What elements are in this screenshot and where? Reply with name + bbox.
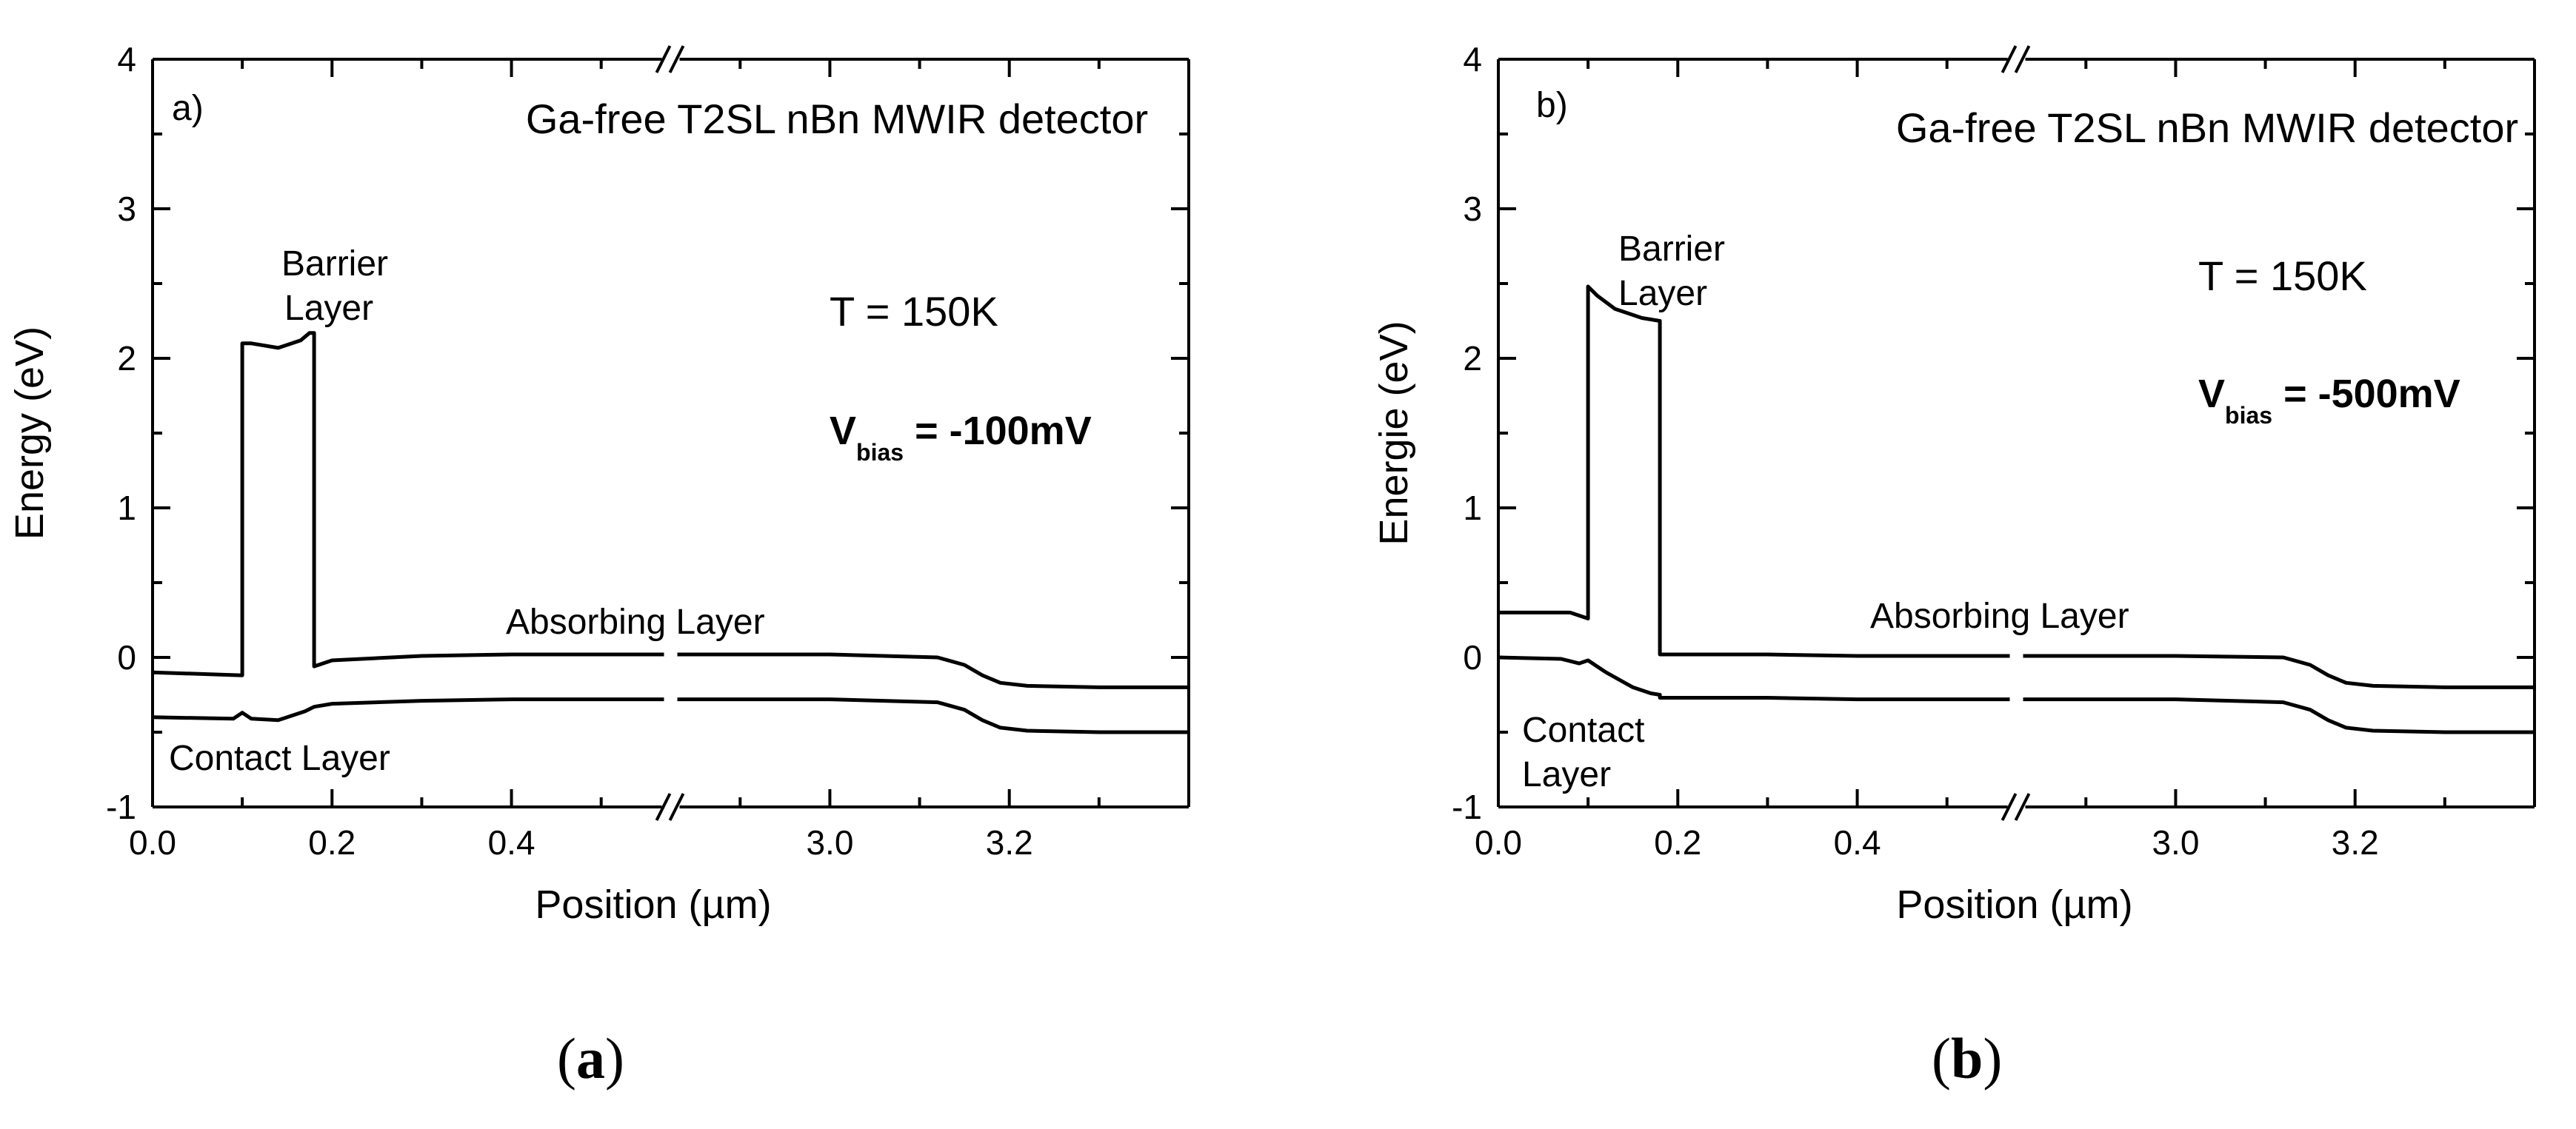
axis-break-mark	[655, 45, 672, 73]
y-axis-label: Energy (eV)	[7, 326, 52, 540]
axis-break-mark	[655, 793, 672, 821]
bias-prefix: V	[830, 409, 856, 453]
bias-subscript: bias	[856, 439, 904, 466]
axis-break-mark	[2014, 793, 2031, 821]
y-tick-label: -1	[1452, 788, 1482, 826]
panel-b: -1 0 1 2 3 4 0.0 0.2 0.4 3.0 3.2 b) Ga-free T2SL nBn…	[1372, 40, 2536, 927]
x-tick-label: 3.0	[806, 823, 853, 862]
contact-layer-label-line1: Contact	[1522, 711, 1644, 750]
y-tick-label: 4	[117, 40, 136, 78]
x-tick-label: 0.0	[129, 823, 176, 862]
y-tick-label: 0	[117, 638, 136, 677]
valence-band-line-left	[1498, 655, 2010, 702]
y-tick-label: -1	[106, 788, 136, 826]
x-axis-label: Position (µm)	[535, 882, 771, 927]
panel-tag: b)	[1536, 86, 1568, 125]
y-tick-label: 2	[117, 339, 136, 378]
caption-a: (a)	[557, 1026, 624, 1091]
x-tick-label: 0.0	[1475, 823, 1522, 862]
barrier-label-line2: Layer	[284, 289, 373, 328]
y-tick-label: 2	[1463, 339, 1482, 378]
panel-tag: a)	[172, 89, 204, 128]
x-tick-label: 0.2	[1654, 823, 1701, 862]
conduction-band-line-right	[2023, 654, 2535, 689]
barrier-label-line2: Layer	[1618, 274, 1707, 313]
chart-title: Ga-free T2SL nBn MWIR detector	[526, 96, 1148, 142]
x-tick-label: 3.0	[2152, 823, 2199, 862]
valence-band-line-right	[677, 697, 1189, 734]
axis-break-mark	[2014, 45, 2031, 73]
absorbing-layer-label: Absorbing Layer	[1870, 597, 2129, 636]
caption-b: (b)	[1932, 1026, 2003, 1091]
x-tick-label: 0.4	[488, 823, 535, 862]
y-axis-label: Energie (eV)	[1372, 321, 1416, 545]
contact-layer-label-line1: Contact Layer	[169, 739, 390, 778]
chart-title: Ga-free T2SL nBn MWIR detector	[1896, 104, 2518, 151]
bias-label: Vbias = -100mV	[830, 409, 1092, 466]
conduction-band-line-left	[1498, 284, 2010, 658]
y-tick-label: 3	[1463, 190, 1482, 228]
y-tick-label: 1	[1463, 489, 1482, 527]
x-axis-label: Position (µm)	[1896, 882, 2132, 927]
temperature-label: T = 150K	[830, 288, 998, 335]
barrier-label-line1: Barrier	[281, 244, 388, 284]
y-tick-label: 4	[1463, 40, 1482, 78]
x-tick-label: 3.2	[2332, 823, 2379, 862]
axis-break-mark	[2001, 45, 2018, 73]
y-tick-label: 1	[117, 489, 136, 527]
absorbing-layer-label: Absorbing Layer	[506, 603, 765, 642]
valence-band-line-right	[2023, 697, 2535, 734]
temperature-label: T = 150K	[2198, 252, 2367, 299]
bias-subscript: bias	[2225, 402, 2272, 429]
axis-break-mark	[2001, 793, 2018, 821]
valence-band-line-left	[152, 697, 664, 723]
x-tick-label: 3.2	[986, 823, 1033, 862]
x-tick-label: 0.2	[308, 823, 356, 862]
y-tick-label: 3	[117, 190, 136, 228]
bias-label: Vbias = -500mV	[2198, 372, 2460, 429]
x-tick-label: 0.4	[1834, 823, 1881, 862]
barrier-label-line1: Barrier	[1618, 230, 1725, 269]
panel-a: -1 0 1 2 3 4 0.0 0.2 0.4 3.0 3.2 a) Ga-free T2SL nBn…	[7, 40, 1190, 927]
plot-frame	[151, 58, 1190, 808]
bias-value: = -500mV	[2272, 372, 2460, 416]
axis-break-mark	[668, 45, 685, 73]
conduction-band-line-right	[677, 652, 1189, 689]
bias-prefix: V	[2198, 372, 2225, 416]
y-tick-label: 0	[1463, 638, 1482, 677]
axis-break-mark	[668, 793, 685, 821]
conduction-band-line-left	[152, 331, 664, 677]
bias-value: = -100mV	[904, 409, 1092, 453]
contact-layer-label-line2: Layer	[1522, 755, 1611, 794]
